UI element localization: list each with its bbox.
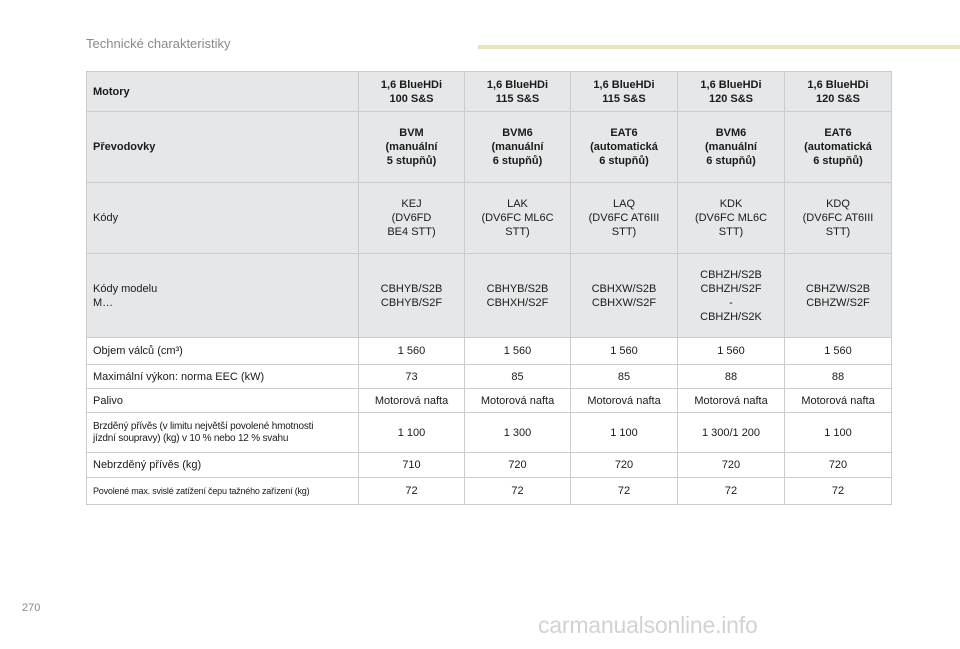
cell: 1 100 — [784, 412, 892, 453]
row-label: Povolené max. svislé zatížení čepu tažné… — [86, 477, 359, 505]
cell: 1,6 BlueHDi 115 S&S — [464, 71, 571, 112]
row-label: Maximální výkon: norma EEC (kW) — [86, 364, 359, 389]
row-fuel: Palivo Motorová nafta Motorová nafta Mot… — [86, 388, 892, 413]
row-max-power: Maximální výkon: norma EEC (kW) 73 85 85… — [86, 364, 892, 389]
row-braked-trailer: Brzděný přívěs (v limitu největší povole… — [86, 412, 892, 453]
cell: 1 560 — [570, 337, 678, 365]
row-label: Objem válců (cm³) — [86, 337, 359, 365]
cell: 85 — [464, 364, 571, 389]
cell: EAT6 (automatická 6 stupňů) — [570, 111, 678, 183]
cell: 1,6 BlueHDi 100 S&S — [358, 71, 465, 112]
cell: CBHYB/S2B CBHYB/S2F — [358, 253, 465, 338]
row-label: Motory — [86, 71, 359, 112]
cell: 73 — [358, 364, 465, 389]
cell: 88 — [677, 364, 785, 389]
watermark: carmanualsonline.info — [538, 612, 758, 638]
row-towbar-load: Povolené max. svislé zatížení čepu tažné… — [86, 477, 892, 505]
cell: 720 — [677, 452, 785, 478]
cell: 1 300 — [464, 412, 571, 453]
page-number: 270 — [22, 602, 41, 614]
cell: 1 100 — [570, 412, 678, 453]
row-label: Převodovky — [86, 111, 359, 183]
cell: Motorová nafta — [784, 388, 892, 413]
cell: 1,6 BlueHDi 120 S&S — [677, 71, 785, 112]
cell: Motorová nafta — [358, 388, 465, 413]
cell: 1,6 BlueHDi 120 S&S — [784, 71, 892, 112]
cell: CBHYB/S2B CBHXH/S2F — [464, 253, 571, 338]
cell: 72 — [570, 477, 678, 505]
cell: 85 — [570, 364, 678, 389]
row-gearboxes: Převodovky BVM (manuální 5 stupňů) BVM6 … — [86, 111, 892, 183]
cell: CBHZW/S2B CBHZW/S2F — [784, 253, 892, 338]
cell: 72 — [677, 477, 785, 505]
cell: Motorová nafta — [570, 388, 678, 413]
cell: 72 — [784, 477, 892, 505]
row-label: Kódy — [86, 182, 359, 254]
row-displacement: Objem válců (cm³) 1 560 1 560 1 560 1 56… — [86, 337, 892, 365]
cell: 710 — [358, 452, 465, 478]
row-label: Brzděný přívěs (v limitu největší povole… — [86, 412, 359, 453]
cell: LAK (DV6FC ML6C STT) — [464, 182, 571, 254]
cell: 1 560 — [784, 337, 892, 365]
cell: BVM (manuální 5 stupňů) — [358, 111, 465, 183]
section-title: Technické charakteristiky — [86, 36, 231, 51]
cell: KDQ (DV6FC AT6III STT) — [784, 182, 892, 254]
header-accent-bar — [478, 45, 960, 49]
row-unbraked-trailer: Nebrzděný přívěs (kg) 710 720 720 720 72… — [86, 452, 892, 478]
cell: Motorová nafta — [464, 388, 571, 413]
cell: 1 560 — [358, 337, 465, 365]
cell: 1 100 — [358, 412, 465, 453]
cell: LAQ (DV6FC AT6III STT) — [570, 182, 678, 254]
cell: CBHZH/S2B CBHZH/S2F - CBHZH/S2K — [677, 253, 785, 338]
cell: 1 560 — [464, 337, 571, 365]
cell: KEJ (DV6FD BE4 STT) — [358, 182, 465, 254]
cell: 72 — [464, 477, 571, 505]
cell: CBHXW/S2B CBHXW/S2F — [570, 253, 678, 338]
row-engines: Motory 1,6 BlueHDi 100 S&S 1,6 BlueHDi 1… — [86, 71, 892, 112]
cell: 1 300/1 200 — [677, 412, 785, 453]
row-model-codes: Kódy modelu M… CBHYB/S2B CBHYB/S2F CBHYB… — [86, 253, 892, 338]
row-codes: Kódy KEJ (DV6FD BE4 STT) LAK (DV6FC ML6C… — [86, 182, 892, 254]
cell: 88 — [784, 364, 892, 389]
row-label: Kódy modelu M… — [86, 253, 359, 338]
row-label: Palivo — [86, 388, 359, 413]
cell: 1 560 — [677, 337, 785, 365]
cell: 1,6 BlueHDi 115 S&S — [570, 71, 678, 112]
cell: 720 — [464, 452, 571, 478]
cell: BVM6 (manuální 6 stupňů) — [677, 111, 785, 183]
cell: Motorová nafta — [677, 388, 785, 413]
cell: 720 — [784, 452, 892, 478]
spec-table: Motory 1,6 BlueHDi 100 S&S 1,6 BlueHDi 1… — [86, 71, 892, 505]
cell: KDK (DV6FC ML6C STT) — [677, 182, 785, 254]
cell: 72 — [358, 477, 465, 505]
cell: BVM6 (manuální 6 stupňů) — [464, 111, 571, 183]
cell: 720 — [570, 452, 678, 478]
row-label: Nebrzděný přívěs (kg) — [86, 452, 359, 478]
cell: EAT6 (automatická 6 stupňů) — [784, 111, 892, 183]
